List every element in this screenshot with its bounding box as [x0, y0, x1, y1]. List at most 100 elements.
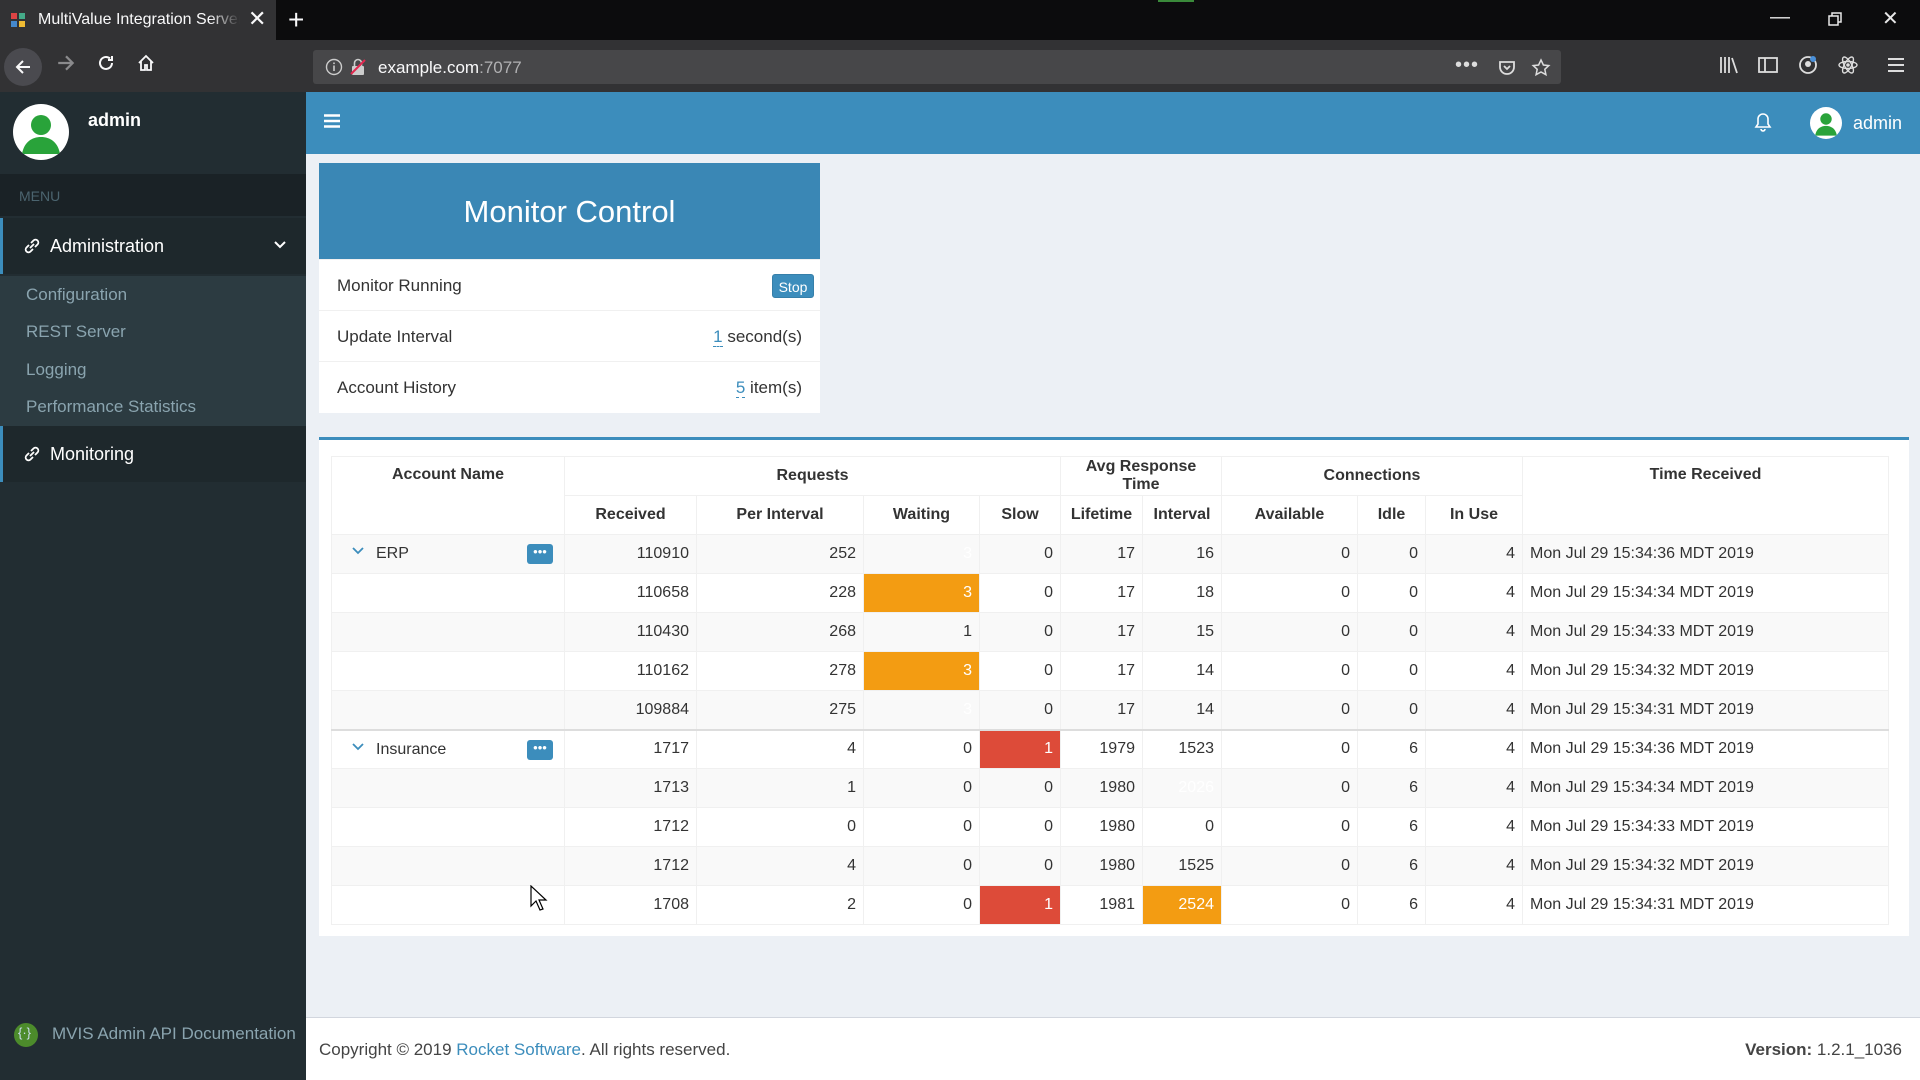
- bookmark-star-icon[interactable]: [1531, 58, 1551, 78]
- cell-interval: 14: [1142, 651, 1222, 691]
- cell-time-received: Mon Jul 29 15:34:31 MDT 2019: [1522, 885, 1889, 925]
- cell-waiting: 0: [863, 807, 980, 847]
- header-avg-response-time: Avg Response Time: [1060, 456, 1222, 496]
- forward-icon[interactable]: [56, 53, 76, 73]
- minimize-icon[interactable]: —: [1770, 6, 1790, 28]
- chevron-down-icon[interactable]: [352, 547, 364, 555]
- account-options-button[interactable]: •••: [527, 739, 553, 760]
- sidebar-username: admin: [88, 110, 142, 130]
- restore-icon[interactable]: [1828, 12, 1842, 26]
- header-in-use: In Use: [1425, 495, 1523, 535]
- cell-idle: 0: [1357, 573, 1426, 613]
- sidebar-toggle-icon[interactable]: [1757, 54, 1779, 76]
- cell-per-interval: 268: [696, 612, 864, 652]
- cell-waiting: 1: [863, 612, 980, 652]
- cell-time-received: Mon Jul 29 15:34:34 MDT 2019: [1522, 768, 1889, 808]
- chevron-down-icon[interactable]: [352, 742, 364, 751]
- cell-idle: 6: [1357, 885, 1426, 925]
- sidebar-item-logging[interactable]: Logging: [26, 360, 87, 379]
- cell-received: 1712: [564, 807, 697, 847]
- cell-lifetime: 17: [1060, 573, 1143, 613]
- cell-slow: 0: [979, 651, 1061, 691]
- api-docs-icon: {·}: [14, 1023, 38, 1047]
- cell-lifetime: 1980: [1060, 768, 1143, 808]
- empty-account-cell: [331, 768, 565, 808]
- cell-lifetime: 1980: [1060, 807, 1143, 847]
- header-account-name: Account Name: [331, 456, 565, 535]
- sidebar-toggle-icon[interactable]: [324, 114, 340, 128]
- cell-waiting: 3: [863, 573, 980, 613]
- cell-available: 0: [1221, 612, 1358, 652]
- table-row: 109884 275 3 0 17 14 0 0 4 Mon Jul 29 15:34:31 MD…: [331, 690, 1889, 730]
- account-options-button[interactable]: •••: [527, 544, 553, 564]
- cell-lifetime: 17: [1060, 534, 1143, 574]
- sidebar-item-administration[interactable]: Administration: [0, 218, 306, 274]
- mouse-cursor-icon: [530, 885, 548, 911]
- cell-in-use: 4: [1425, 846, 1523, 886]
- update-interval-editable[interactable]: 1: [713, 327, 723, 347]
- update-interval-label: Update Interval: [337, 327, 453, 346]
- table-row: 110430 268 1 0 17 15 0 0 4 Mon Jul 29 15:34:33 MD…: [331, 612, 1889, 652]
- sidebar-item-performance-statistics[interactable]: Performance Statistics: [26, 397, 197, 416]
- sidebar-item-configuration[interactable]: Configuration: [26, 285, 128, 304]
- info-icon[interactable]: [325, 58, 343, 76]
- user-avatar-icon: [13, 104, 69, 160]
- link-icon: [24, 446, 40, 462]
- browser-tab-bar: MultiValue Integration Server Admin ✕ + …: [0, 0, 1920, 40]
- cell-per-interval: 4: [696, 728, 864, 769]
- cell-waiting: 0: [863, 885, 980, 925]
- hamburger-menu-icon[interactable]: [1885, 54, 1907, 76]
- cell-slow: 1: [979, 728, 1061, 769]
- browser-tab[interactable]: MultiValue Integration Server Admin ✕: [0, 0, 276, 40]
- empty-account-cell: [331, 573, 565, 613]
- sidebar-item-monitoring[interactable]: Monitoring: [0, 426, 306, 482]
- monitor-running-row: Monitor Running Stop: [319, 259, 820, 310]
- user-avatar-icon[interactable]: [1810, 107, 1842, 139]
- copyright-text: Copyright © 2019 Rocket Software. All ri…: [319, 1040, 731, 1059]
- cell-waiting: 0: [863, 728, 980, 769]
- account-history-editable[interactable]: 5: [735, 378, 746, 398]
- cell-slow: 0: [979, 612, 1061, 652]
- cell-lifetime: 1980: [1060, 846, 1143, 886]
- cell-available: 0: [1221, 534, 1358, 574]
- cell-slow: 0: [979, 690, 1061, 730]
- close-tab-icon[interactable]: ✕: [248, 6, 267, 31]
- header-username[interactable]: admin: [1853, 113, 1903, 133]
- cell-in-use: 4: [1425, 573, 1523, 613]
- cell-interval: 14: [1142, 690, 1222, 730]
- sidebar-item-rest-server[interactable]: REST Server: [26, 322, 126, 341]
- cell-time-received: Mon Jul 29 15:34:34 MDT 2019: [1522, 573, 1889, 613]
- home-icon[interactable]: [136, 53, 156, 73]
- extension-icon[interactable]: [1797, 54, 1819, 76]
- close-window-icon[interactable]: ✕: [1882, 8, 1899, 30]
- pocket-icon[interactable]: [1497, 58, 1517, 78]
- cell-per-interval: 278: [696, 651, 864, 691]
- cell-slow: 0: [979, 534, 1061, 574]
- header-received: Received: [564, 495, 697, 535]
- cell-received: 110910: [564, 534, 697, 574]
- account-name: Insurance: [376, 740, 447, 758]
- cell-slow: 0: [979, 807, 1061, 847]
- table-row: 1708 2 0 1 1981 2524 0 6 4 Mon Jul 29 15:34:31 MD…: [331, 885, 1889, 925]
- app-favicon-icon: [11, 13, 25, 27]
- update-interval-row: Update Interval 1 second(s): [319, 310, 820, 361]
- cell-waiting: 3: [863, 690, 980, 730]
- stop-button[interactable]: Stop: [772, 274, 814, 298]
- url-bar[interactable]: example.com:7077 •••: [313, 50, 1561, 84]
- back-button[interactable]: [4, 48, 42, 86]
- library-icon[interactable]: [1718, 54, 1740, 76]
- notifications-bell-icon[interactable]: [1754, 112, 1772, 132]
- cell-per-interval: 0: [696, 807, 864, 847]
- new-tab-icon[interactable]: +: [288, 4, 305, 35]
- company-link[interactable]: Rocket Software: [456, 1040, 582, 1059]
- header-per-interval: Per Interval: [696, 495, 864, 535]
- react-devtools-icon[interactable]: [1837, 54, 1859, 76]
- cell-time-received: Mon Jul 29 15:34:36 MDT 2019: [1522, 534, 1889, 574]
- empty-account-cell: [331, 846, 565, 886]
- reload-icon[interactable]: [96, 53, 116, 73]
- account-name-cell: ERP •••: [331, 534, 565, 574]
- more-actions-icon[interactable]: •••: [1455, 54, 1480, 76]
- cell-received: 110658: [564, 573, 697, 613]
- browser-nav-bar: example.com:7077 •••: [0, 40, 1920, 92]
- cell-time-received: Mon Jul 29 15:34:32 MDT 2019: [1522, 651, 1889, 691]
